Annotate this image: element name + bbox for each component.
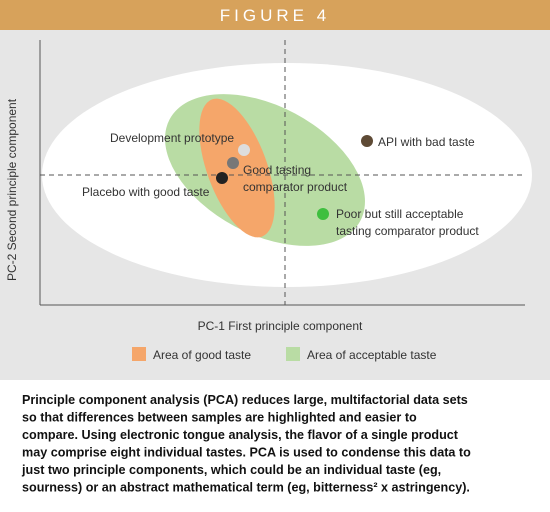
point-label: API with bad taste [378,135,475,149]
point-label: Development prototype [110,131,234,145]
caption-line: may comprise eight individual tastes. PC… [22,446,471,460]
point-label: tasting comparator product [336,224,479,238]
caption-line: compare. Using electronic tongue analysi… [22,428,459,442]
header-title: FIGURE 4 [220,6,330,25]
point [216,172,228,184]
point-label: comparator product [243,180,348,194]
point-label: Good tasting [243,163,311,177]
caption-line: Principle component analysis (PCA) reduc… [22,393,468,407]
y-axis-label: PC-2 Second principle component [5,98,19,281]
x-axis-label: PC-1 First principle component [198,319,363,333]
point [317,208,329,220]
legend-label: Area of good taste [153,348,251,362]
point [227,157,239,169]
legend-label: Area of acceptable taste [307,348,437,362]
caption-line: just two principle components, which cou… [21,463,441,477]
caption-line: so that differences between samples are … [22,411,417,425]
good-area [199,98,275,238]
point [361,135,373,147]
point-label: Placebo with good taste [82,185,210,199]
legend-swatch [132,347,146,361]
point [238,144,250,156]
caption-line: sourness) or an abstract mathematical te… [22,481,470,495]
legend-swatch [286,347,300,361]
point-label: Poor but still acceptable [336,207,464,221]
header-bar [0,0,550,30]
